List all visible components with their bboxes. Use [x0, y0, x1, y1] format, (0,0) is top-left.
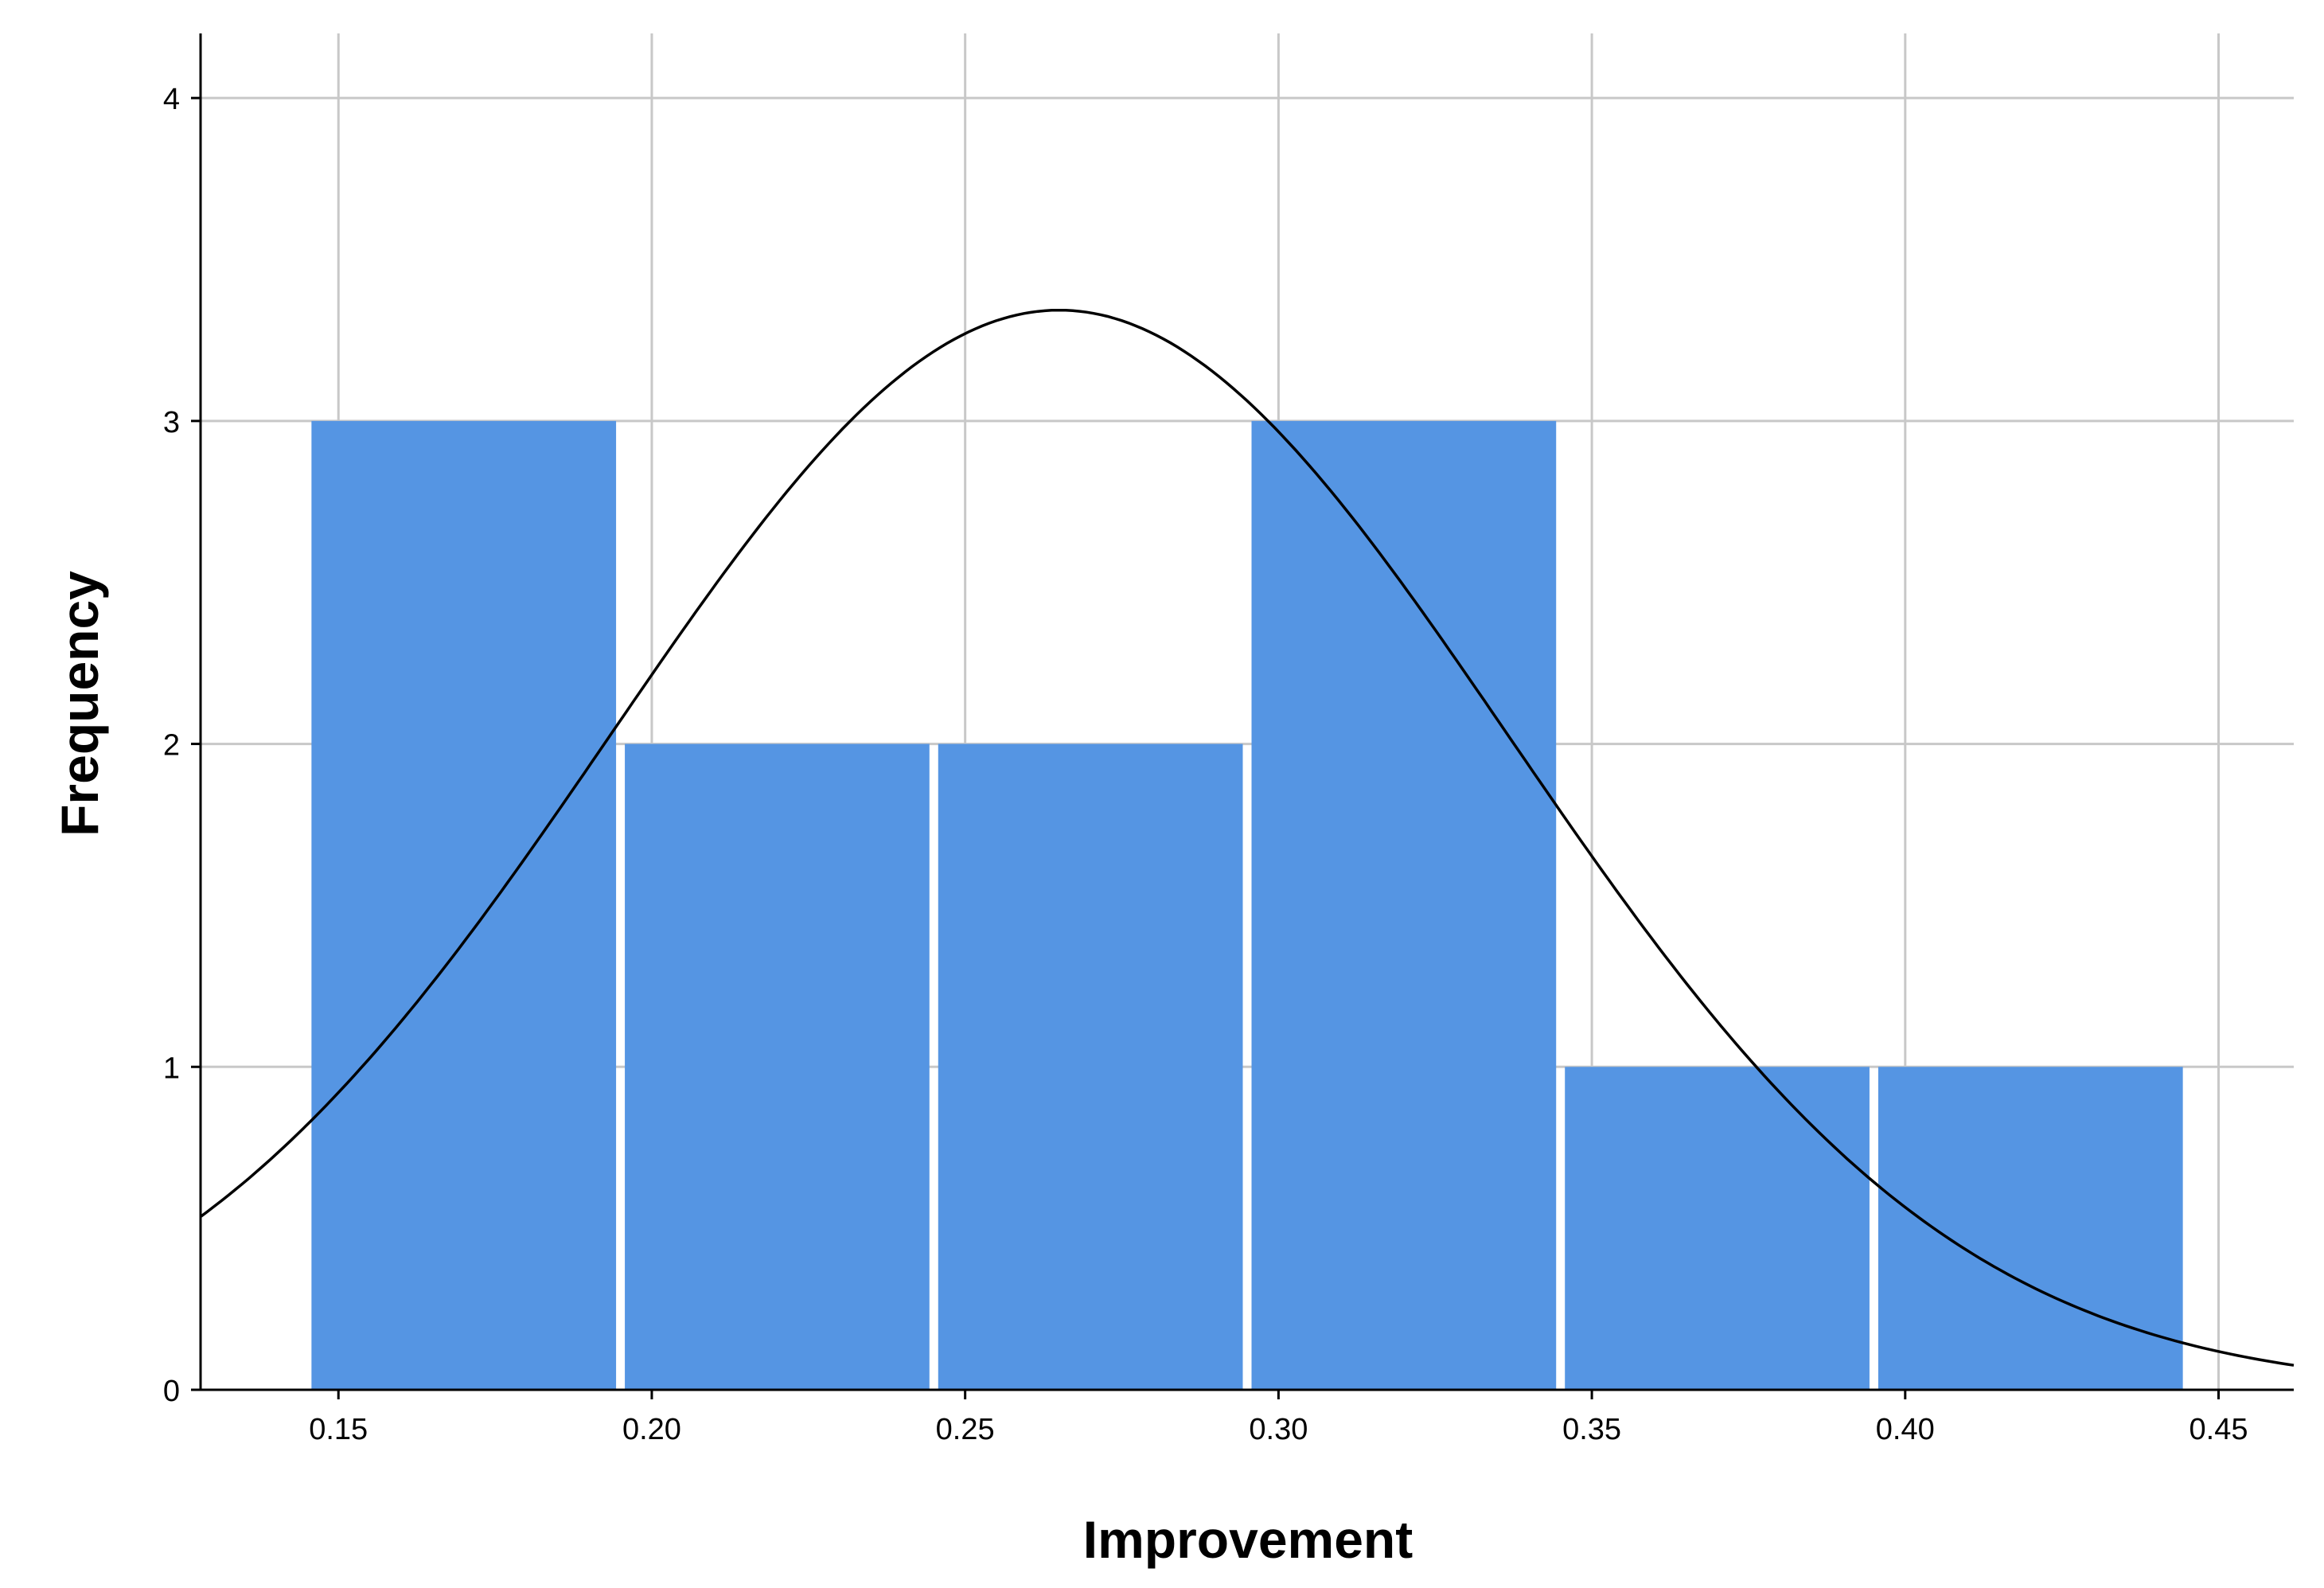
x-tick-label: 0.15 [309, 1413, 368, 1446]
x-tick-label: 0.45 [2189, 1413, 2248, 1446]
x-tick-labels: 0.15 0.20 0.25 0.30 0.35 0.40 0.45 [309, 1413, 2248, 1446]
axes-layer [191, 33, 2294, 1399]
y-tick-label: 1 [163, 1052, 180, 1085]
y-tick-label: 0 [163, 1375, 180, 1408]
histogram-bar [938, 743, 1243, 1390]
y-tick-labels: 0 1 2 3 4 [163, 83, 180, 1408]
histogram-bar [1565, 1067, 1870, 1390]
y-tick-label: 2 [163, 729, 180, 763]
x-axis-title: Improvement [1083, 1510, 1413, 1569]
grid-layer [201, 33, 2294, 1390]
histogram-bar [311, 420, 617, 1390]
x-tick-label: 0.20 [622, 1413, 681, 1446]
x-tick-label: 0.25 [936, 1413, 995, 1446]
y-tick-label: 3 [163, 406, 180, 439]
normal-curve [199, 308, 2295, 1367]
histogram-bar [1251, 420, 1557, 1390]
histogram-bar [1878, 1067, 2183, 1390]
y-tick-label: 4 [163, 83, 180, 116]
x-tick-label: 0.40 [1876, 1413, 1935, 1446]
y-axis-title: Frequency [50, 571, 109, 837]
bars-layer [311, 420, 2183, 1390]
histogram-bar [625, 743, 930, 1390]
x-tick-label: 0.35 [1562, 1413, 1621, 1446]
x-tick-label: 0.30 [1249, 1413, 1308, 1446]
